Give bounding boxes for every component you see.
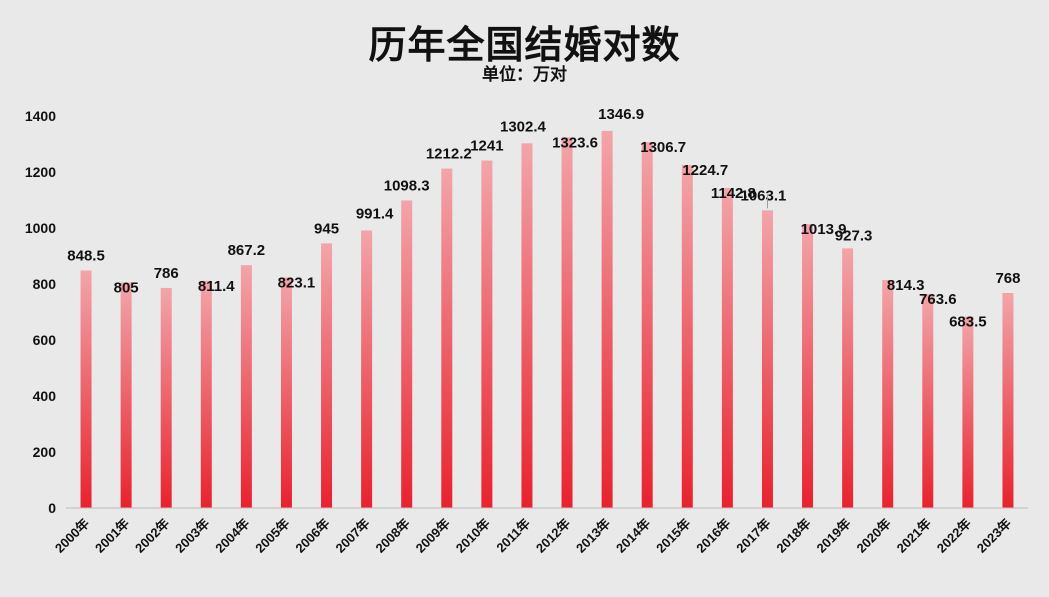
bar <box>721 188 733 509</box>
y-tick-label: 1200 <box>25 164 56 180</box>
bar <box>240 265 252 508</box>
data-label: 991.4 <box>356 205 394 222</box>
bar <box>962 316 974 508</box>
y-axis: 0 200 400 600 800 1000 1200 1400 <box>25 108 56 516</box>
bar <box>761 210 773 508</box>
data-label: 1241 <box>470 138 503 155</box>
bar <box>842 248 854 508</box>
bar <box>922 294 934 508</box>
bar <box>882 279 894 508</box>
x-tick-label: 2021年 <box>894 516 934 556</box>
y-tick-label: 1000 <box>25 220 56 236</box>
bar <box>641 142 653 508</box>
data-label: 1063.1 <box>741 187 787 204</box>
data-label: 763.6 <box>919 291 957 308</box>
x-tick-label: 2020年 <box>854 516 894 556</box>
x-axis: 2000年 2001年 2002年 2003年 2004年 2005年 2006年 2007年… <box>52 507 1028 556</box>
data-label: 1302.4 <box>500 118 547 135</box>
data-label: 945 <box>314 220 339 237</box>
bar <box>681 165 693 509</box>
data-labels: 848.5 805 786 811.4 867.2 823.1 945 991.4 1098.3… <box>67 106 1020 331</box>
x-tick-label: 2002年 <box>132 516 172 556</box>
bars <box>80 130 1014 509</box>
y-tick-label: 1400 <box>25 108 56 124</box>
x-tick-label: 2001年 <box>92 516 132 556</box>
x-tick-label: 2007年 <box>332 516 372 556</box>
bar <box>1002 292 1014 508</box>
x-tick-label: 2005年 <box>252 516 292 556</box>
data-label: 1306.7 <box>640 139 686 156</box>
x-tick-label: 2008年 <box>373 516 413 556</box>
data-label: 811.4 <box>198 278 235 295</box>
bar <box>601 130 613 509</box>
data-label: 814.3 <box>887 277 925 294</box>
bar <box>481 160 493 508</box>
x-tick-label: 2011年 <box>493 516 533 556</box>
x-tick-label: 2006年 <box>292 516 332 556</box>
chart-subtitle: 单位：万对 <box>482 65 567 85</box>
y-tick-label: 0 <box>48 500 56 516</box>
data-label: 683.5 <box>949 314 987 331</box>
y-tick-label: 600 <box>33 332 57 348</box>
data-label: 1346.9 <box>598 106 644 123</box>
x-tick-label: 2010年 <box>453 516 493 556</box>
data-label: 848.5 <box>67 247 105 264</box>
bar <box>80 270 92 508</box>
x-tick-label: 2012年 <box>533 516 573 556</box>
x-tick-label: 2022年 <box>934 516 974 556</box>
bar <box>321 243 333 508</box>
data-label: 1013.9 <box>801 221 847 238</box>
x-tick-label: 2015年 <box>653 516 693 556</box>
x-tick-label: 2017年 <box>733 516 773 556</box>
data-label: 805 <box>114 280 139 297</box>
bar <box>401 200 413 508</box>
bar <box>200 280 212 508</box>
data-label: 1142.8 <box>711 185 756 202</box>
x-tick-label: 2000年 <box>52 516 92 556</box>
data-label: 768 <box>995 270 1020 287</box>
bar <box>521 143 533 508</box>
data-label: 867.2 <box>228 242 266 259</box>
x-tick-label: 2019年 <box>813 516 853 556</box>
data-label: 786 <box>154 265 179 282</box>
chart-title: 历年全国结婚对数 <box>368 23 681 67</box>
bar <box>120 282 132 508</box>
y-tick-label: 200 <box>33 444 57 460</box>
x-tick-label: 2018年 <box>773 516 813 556</box>
x-tick-label: 2023年 <box>974 516 1014 556</box>
bar <box>561 137 573 508</box>
data-label: 823.1 <box>278 275 316 292</box>
bar <box>802 224 814 508</box>
y-tick-label: 400 <box>33 388 57 404</box>
x-tick-label: 2009年 <box>413 516 453 556</box>
data-label: 927.3 <box>835 227 873 244</box>
y-tick-label: 800 <box>33 276 57 292</box>
x-tick-label: 2013年 <box>573 516 613 556</box>
x-tick-label: 2014年 <box>613 516 653 556</box>
data-label: 1224.7 <box>682 162 728 179</box>
data-label: 1212.2 <box>426 146 472 163</box>
bar <box>441 168 453 509</box>
bar <box>280 277 292 508</box>
x-tick-label: 2016年 <box>693 516 733 556</box>
bar <box>361 230 373 508</box>
x-tick-label: 2003年 <box>172 516 212 556</box>
bar <box>160 287 172 508</box>
data-label: 1323.6 <box>552 134 598 151</box>
data-label: 1098.3 <box>384 177 430 194</box>
x-tick-label: 2004年 <box>212 516 252 556</box>
